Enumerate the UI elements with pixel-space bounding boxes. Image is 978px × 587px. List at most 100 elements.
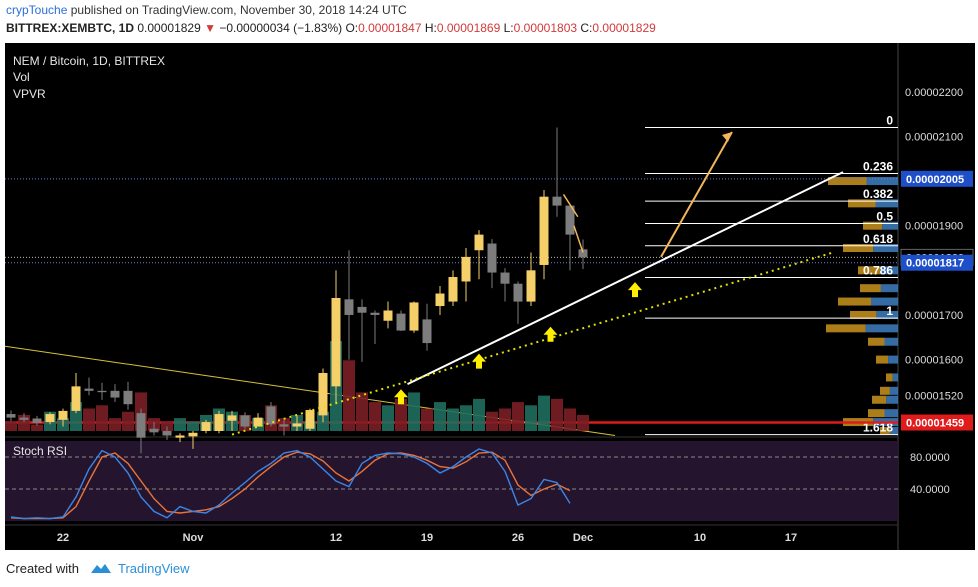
volume-bar [447,408,459,431]
fib-level-label: 0.382 [863,187,893,201]
volume-bar [356,392,368,431]
x-tick-label: 17 [785,532,797,544]
rising-trendline [407,171,844,386]
vpvr-bar-up [863,221,883,230]
vpvr-bar-up [876,355,889,364]
created-with-label: Created with [6,561,79,576]
candle-body [279,424,289,427]
vpvr-bar-down [889,427,898,435]
candle-body [253,417,263,427]
candle-body [539,196,549,265]
x-tick-label: 19 [421,532,433,544]
candle-body [487,243,497,273]
candle-body [84,388,94,391]
x-tick-label: Dec [573,532,593,544]
chart-canvas[interactable]: 0 0.236 0.382 0.5 0.618 0.786 1 1.618 0.00002200… [5,43,975,550]
volume-bar [473,398,485,431]
candle-body [188,432,198,437]
chart-panel[interactable]: 0 0.236 0.382 0.5 0.618 0.786 1 1.618 0.00002200… [5,43,975,550]
y-tick-label: 0.00002100 [905,131,963,143]
candle-body [370,312,380,315]
fib-level-label: 1.618 [863,421,893,435]
volume-bar [421,408,433,431]
candle-body [19,417,29,420]
high-label: H: [424,21,437,35]
candle-body [552,196,562,206]
vpvr-bar-down [886,395,898,404]
vpvr-bar-up [850,310,877,319]
price-tag-label: 0.00001459 [906,418,964,430]
vpvr-bar-up [868,337,885,346]
candle-body [435,293,445,307]
candle-body [409,302,419,331]
x-tick-label: 10 [694,532,706,544]
tradingview-link[interactable]: TradingView [118,561,190,576]
candle-body [578,249,588,258]
open-value: 0.00001847 [358,21,422,35]
vpvr-bar-up [843,244,874,252]
volume-bar [382,405,394,431]
candle-body [474,234,484,251]
up-arrow-icon [472,353,486,369]
stoch-level-label: 40.0000 [910,484,950,496]
x-tick-label: 26 [512,532,524,544]
x-tick-label: Nov [183,532,205,544]
published-text: published on TradingView.com, November 3… [70,3,407,17]
vpvr-bar-up [828,177,867,186]
stoch-panel-bg [5,441,898,521]
legend-stoch: Stoch RSI [13,444,67,458]
vpvr-bar-down [884,409,898,418]
symbol-label: BITTREX:XEMBTC, 1D [6,21,135,35]
candle-body [97,390,107,393]
vpvr-bar-up [838,297,871,306]
volume-bar [577,414,589,431]
x-tick-label: 12 [330,532,342,544]
projection-arrowhead [722,131,732,142]
volume-bar [83,408,95,431]
fib-level-label: 0.236 [863,159,893,173]
dotted-trendline [231,251,834,436]
fib-level-label: 1 [886,304,893,318]
tradingview-logo-icon [83,561,118,576]
vpvr-bar-down [875,199,898,208]
candle-body [331,297,341,387]
volume-bar [434,402,446,431]
vpvr-bar-down [865,324,898,333]
volume-bar [486,411,498,431]
candle-body [175,435,185,438]
candle-body [58,410,68,420]
candle-body [6,414,16,418]
volume-bar [161,421,173,431]
low-label: L: [503,21,514,35]
volume-bar [460,405,472,431]
candle-body [266,406,276,425]
candle-body [396,313,406,331]
price-tag-label: 0.00002005 [906,174,964,186]
projection-arrow [660,131,733,258]
vpvr-bar-down [876,310,898,319]
vpvr-bar-up [880,427,890,435]
candle-body [227,415,237,421]
candle-body [500,272,510,284]
small-arrow [562,194,579,218]
volume-bar [499,408,511,431]
vpvr-bar-down [866,177,898,186]
candle-body [32,418,42,423]
footer: Created with TradingView [6,561,190,576]
up-arrow-icon [628,282,642,298]
chart-title: NEM / Bitcoin, 1D, BITTREX [13,54,165,68]
vpvr-bar-up [868,409,885,418]
author-link[interactable]: crypTouche [6,3,68,17]
candle-body [136,413,146,438]
up-arrow-icon [543,326,558,342]
candle-body [526,270,536,302]
volume-bar [564,408,576,431]
candle-body [513,283,523,302]
legend-vpvr: VPVR [13,87,46,101]
vpvr-bar-up [872,395,887,404]
open-label: O: [345,21,359,35]
volume-bar [512,402,524,431]
stoch-d-line [10,451,571,520]
vpvr-bar-down [871,297,898,306]
ohlc-line: BITTREX:XEMBTC, 1D 0.00001829 ▼ −0.00000… [6,21,656,35]
